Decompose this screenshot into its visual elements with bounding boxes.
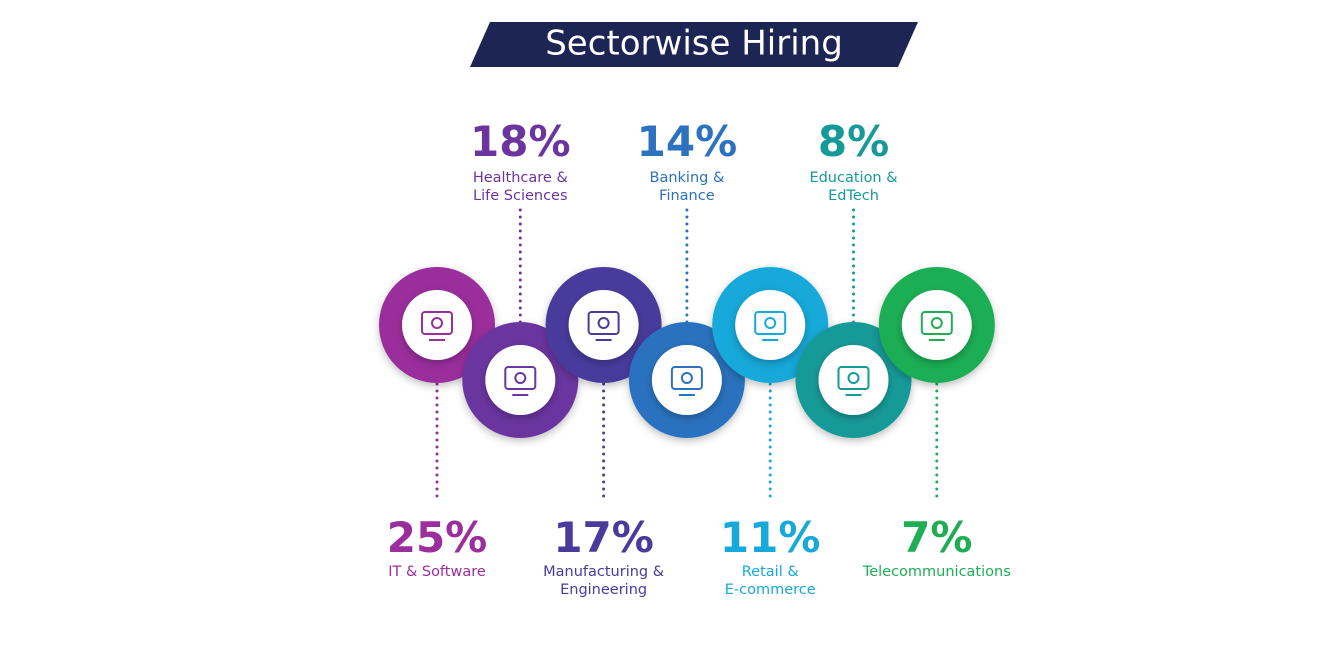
sector-label: EdTech bbox=[828, 188, 879, 204]
percent: 17% bbox=[553, 513, 654, 562]
ring bbox=[795, 322, 912, 438]
sector-label: IT & Software bbox=[388, 564, 486, 580]
ring bbox=[628, 322, 745, 438]
sector-label: Banking & bbox=[650, 170, 725, 186]
icon bbox=[847, 372, 860, 384]
sector-label: Engineering bbox=[560, 582, 647, 598]
icon bbox=[587, 311, 620, 335]
icon bbox=[837, 366, 870, 390]
percent: 25% bbox=[387, 513, 488, 562]
icon-disc bbox=[818, 345, 889, 415]
ring bbox=[379, 267, 495, 383]
icon-disc bbox=[651, 345, 722, 415]
sector-label: E-commerce bbox=[725, 582, 816, 598]
icon-disc bbox=[735, 290, 806, 360]
sector-label: Telecommunications bbox=[862, 564, 1011, 580]
title: Sectorwise Hiring bbox=[545, 24, 843, 64]
icon bbox=[764, 317, 777, 329]
ring bbox=[545, 267, 662, 383]
icon bbox=[930, 317, 943, 329]
icon bbox=[920, 311, 953, 335]
icon bbox=[514, 372, 527, 384]
percent: 11% bbox=[720, 513, 821, 562]
percent: 18% bbox=[470, 117, 571, 166]
ring bbox=[878, 267, 995, 383]
ring bbox=[462, 322, 579, 438]
sector-label: Life Sciences bbox=[473, 188, 568, 204]
icon bbox=[504, 366, 537, 390]
icon-disc bbox=[485, 345, 556, 415]
icon bbox=[670, 366, 703, 390]
sector-label: Healthcare & bbox=[473, 170, 568, 186]
sector-label: Retail & bbox=[742, 564, 799, 580]
labels: 25% IT & Software 18% Healthcare & Life Scie… bbox=[387, 117, 1011, 598]
ring bbox=[712, 267, 829, 383]
percent: 8% bbox=[818, 117, 889, 166]
icon-disc bbox=[402, 290, 472, 360]
sectors: 25% IT & Software 18% Healthcare & Life Scie… bbox=[379, 117, 1011, 598]
percent: 14% bbox=[637, 117, 738, 166]
icon bbox=[421, 311, 453, 335]
icon bbox=[431, 317, 443, 329]
connectors bbox=[435, 208, 939, 500]
icon-disc bbox=[901, 290, 972, 360]
rings bbox=[379, 267, 995, 438]
icon bbox=[680, 372, 693, 384]
title-banner bbox=[470, 22, 918, 67]
icon-disc bbox=[568, 290, 639, 360]
sector-label: Education & bbox=[809, 170, 897, 186]
percent: 7% bbox=[901, 513, 972, 562]
sector-label: Finance bbox=[659, 188, 715, 204]
sector-label: Manufacturing & bbox=[543, 564, 664, 580]
icon bbox=[597, 317, 610, 329]
icon bbox=[754, 311, 787, 335]
